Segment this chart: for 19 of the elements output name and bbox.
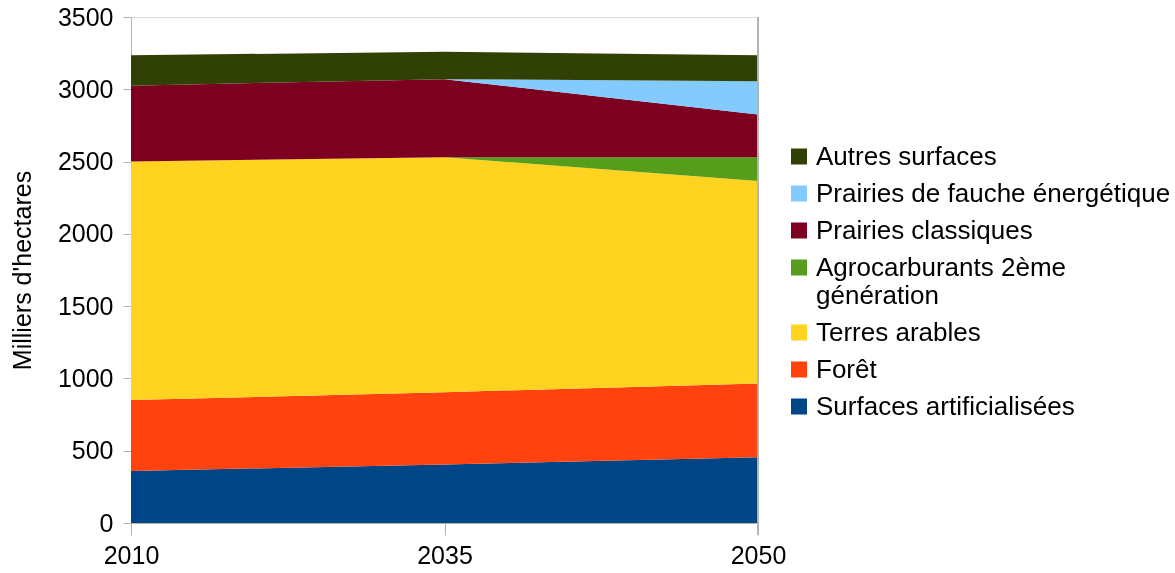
x-tick-label: 2010 <box>103 540 160 569</box>
legend-label: Autres surfaces <box>816 140 997 171</box>
x-tick-label: 2035 <box>417 540 473 569</box>
y-axis-title: Milliers d'hectares <box>7 170 36 371</box>
x-tick-label: 2050 <box>730 540 787 569</box>
y-tick-label: 3000 <box>57 74 114 103</box>
y-tick-label: 0 <box>99 508 114 537</box>
legend-label: Prairies de fauche énergétique <box>816 177 1171 208</box>
y-tick-label: 2500 <box>57 147 114 176</box>
legend-label: Prairies classiques <box>816 214 1033 245</box>
y-tick-label: 3500 <box>57 2 114 31</box>
y-tick-label: 1000 <box>57 363 114 392</box>
legend-label: Agrocarburants 2ème génération <box>816 251 1067 310</box>
y-tick-label: 1500 <box>57 291 114 320</box>
legend-label: Terres arables <box>816 316 981 347</box>
y-tick-label: 500 <box>71 436 114 465</box>
y-tick-label: 2000 <box>57 219 114 248</box>
legend-label: Forêt <box>816 353 878 384</box>
legend-label: Surfaces artificialisées <box>816 390 1075 421</box>
